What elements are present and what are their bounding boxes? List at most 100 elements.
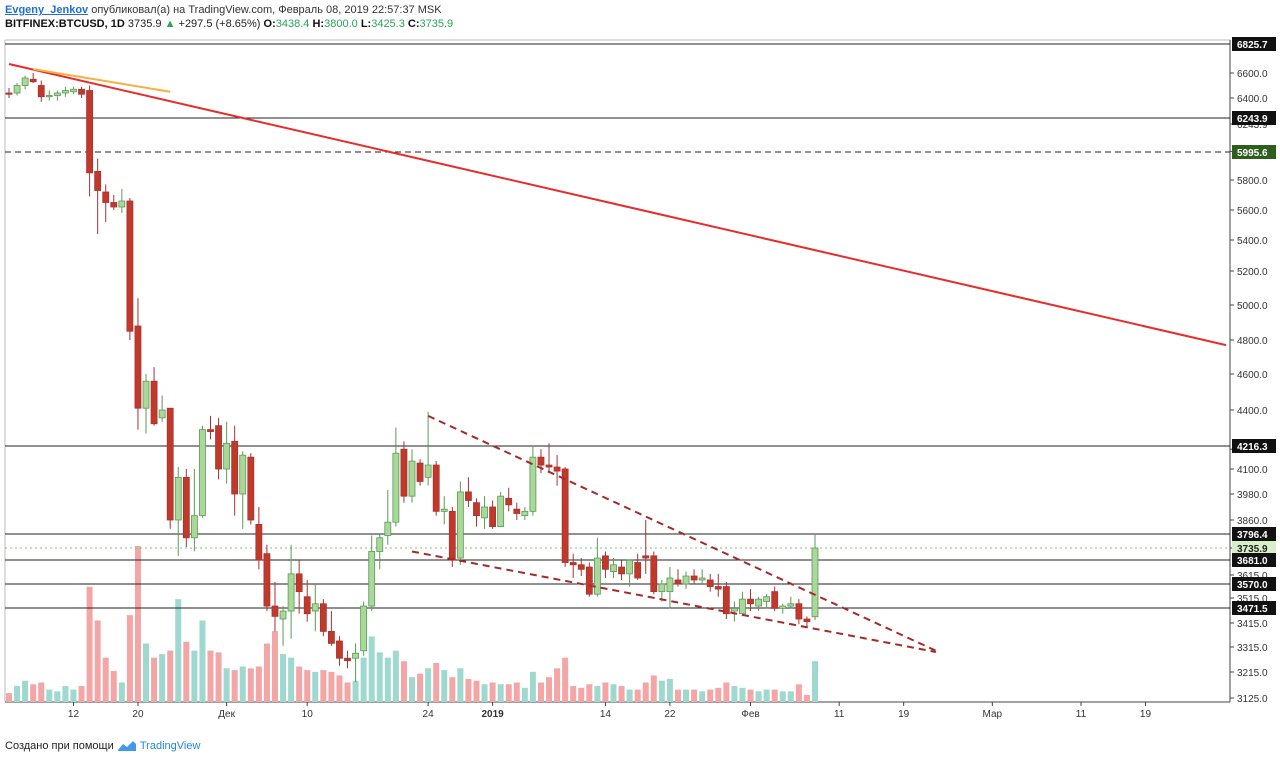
volume-bar [562,657,569,702]
candle-body [368,551,376,607]
trend-line [33,68,171,93]
candle-body [593,557,601,595]
y-tick-label: 4800.0 [1237,336,1268,347]
volume-bar [231,670,238,702]
candle-body [553,466,561,472]
candle-body [255,524,263,561]
volume-bar [594,686,601,702]
candle-body [110,202,118,208]
price-chart[interactable]: 6600.0 6400.0 6243.9 5995.6 5800.0 5600.0 5400… [0,36,1280,730]
open-value: 3438.4 [275,18,310,30]
y-tick-label: 5000.0 [1237,301,1268,312]
volume-bar [126,615,133,702]
candle-body [763,596,771,602]
candle-body [497,495,505,528]
volume-bar [618,686,625,702]
candle-body [247,456,255,521]
candle-body [698,577,706,581]
candle-body [674,579,682,585]
candle-body [618,566,625,575]
symbol-label: BITFINEX:BTCUSD, 1D [5,18,125,30]
candle-body [21,77,29,86]
volume-bar [417,673,424,702]
y-tick-label: 3615.0 [1237,571,1268,582]
candle-body [642,555,650,559]
y-tick-label: 4400.0 [1237,406,1268,417]
candle-body [319,603,327,632]
volume-bar [207,650,214,702]
x-tick-label: Мар [983,709,1003,720]
volume-bar [110,670,117,702]
candle-body [263,553,271,607]
candle-body [239,454,247,495]
chart-canvas[interactable]: 6600.0 6400.0 6243.9 5995.6 5800.0 5600.0 5400… [0,36,1280,730]
close-label: C: [407,18,420,30]
volume-bar [320,670,327,702]
candle-body [432,464,440,512]
candle-body [779,605,787,609]
candle-body [271,605,279,617]
candle-body [360,605,368,652]
candle-body [384,521,392,536]
candle-body [303,596,311,615]
publish-info: опубликовал(а) на TradingView.com, Февра… [91,4,442,16]
volume-bar [360,657,367,702]
volume-bar [296,666,303,702]
volume-bar [134,546,141,702]
volume-bar [537,682,544,702]
candle-body [650,555,658,593]
volume-bar [610,684,617,702]
candle-body [158,409,166,419]
candle-body [400,448,408,497]
volume-bar [457,668,464,702]
volume-bar [489,682,496,702]
y-tick-label: 5200.0 [1237,267,1268,278]
volume-bar [86,586,93,702]
volume-bar [376,652,383,702]
level-badge [1232,541,1276,555]
candle-body [142,380,150,409]
volume-bar [642,682,649,702]
volume-bar [143,643,150,702]
candle-body [344,657,351,662]
candle-body [787,603,795,607]
candle-body [481,506,488,519]
candle-body [577,564,585,570]
candle-body [94,171,102,191]
candle-body [537,456,545,466]
candle-body [456,491,464,559]
change-arrow-icon: ▲ [164,18,176,30]
volume-bar [787,691,794,702]
candle-body [747,598,754,605]
volume-bar [691,689,698,702]
candle-body [5,92,13,95]
candle-body [190,515,198,539]
low-value: 3425.3 [371,18,405,30]
candle-body [45,95,53,98]
candle-body [513,508,521,514]
volume-bar [215,652,222,702]
candle-body [682,575,690,585]
volume-bar [288,657,295,702]
candle-body [150,380,158,425]
candle-body [126,200,134,332]
author-link[interactable]: Evgeny_Jenkov [5,4,89,16]
x-tick-label: 22 [664,709,676,720]
publish-line: Evgeny_Jenkov опубликовал(а) на TradingV… [5,3,1275,17]
volume-bar [409,677,415,702]
candle-body [626,559,634,575]
trend-line [427,414,937,652]
candle-body [722,586,730,615]
candle-body [215,425,222,470]
candle-body [37,85,45,98]
volume-bar [30,684,37,702]
volume-bar [392,650,399,702]
volume-bar [473,680,480,702]
candle-body [53,92,61,96]
candle-body [62,90,69,94]
candle-body [602,555,609,570]
tradingview-link[interactable]: TradingView [139,740,201,752]
volume-bar [529,671,536,702]
high-label: H: [312,18,325,30]
trend-line [8,63,1227,347]
